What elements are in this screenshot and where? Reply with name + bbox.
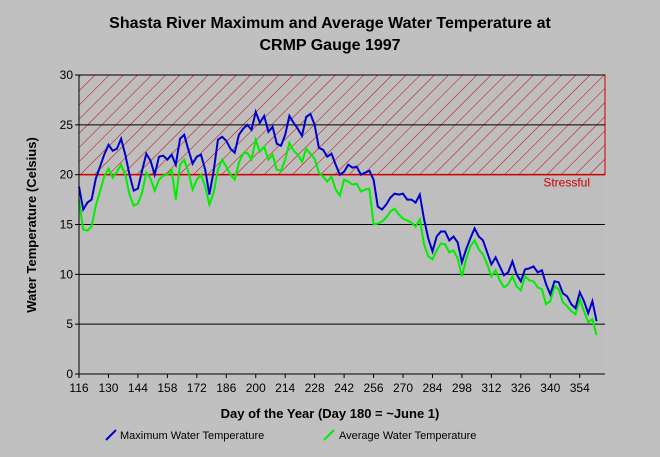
x-tick-label: 242 <box>334 381 354 395</box>
series-line-maximum <box>78 108 598 322</box>
x-tick-label: 312 <box>481 381 501 395</box>
x-tick-label: 340 <box>540 381 560 395</box>
x-tick-label: 158 <box>157 381 177 395</box>
x-tick-label: 298 <box>452 381 472 395</box>
x-tick-label: 354 <box>570 381 590 395</box>
y-tick-label: 20 <box>60 168 74 182</box>
y-tick-label: 15 <box>60 218 74 232</box>
y-tick-label: 25 <box>60 118 74 132</box>
series-line-average <box>78 136 598 336</box>
x-tick-label: 186 <box>216 381 236 395</box>
y-tick-label: 5 <box>66 317 73 331</box>
x-tick-label: 144 <box>128 381 148 395</box>
legend-label-average: Average Water Temperature <box>339 430 476 442</box>
x-tick-label: 200 <box>246 381 266 395</box>
x-tick-label: 172 <box>187 381 207 395</box>
legend-swatch-average <box>323 429 335 441</box>
chart-title-line-1: Shasta River Maximum and Average Water T… <box>109 15 551 32</box>
x-axis-label: Day of the Year (Day 180 = ~June 1) <box>221 406 440 421</box>
y-tick-label: 30 <box>60 68 74 82</box>
x-tick-label: 130 <box>98 381 118 395</box>
legend: Maximum Water Temperature Average Water … <box>105 429 476 442</box>
y-tick-label: 10 <box>60 267 74 281</box>
y-axis-label: Water Temperature (Celsius) <box>24 137 39 313</box>
legend-label-maximum: Maximum Water Temperature <box>120 430 264 442</box>
legend-swatch-maximum <box>105 429 117 441</box>
x-tick-label: 256 <box>364 381 384 395</box>
x-tick-label: 270 <box>393 381 413 395</box>
x-tick-label: 214 <box>275 381 295 395</box>
x-tick-label: 116 <box>69 381 88 395</box>
x-tick-label: 326 <box>511 381 531 395</box>
stressful-label: Stressful <box>543 176 590 190</box>
gridlines <box>79 74 605 325</box>
x-tick-label: 284 <box>422 381 442 395</box>
y-tick-label: 0 <box>66 367 73 381</box>
chart-title-line-2: CRMP Gauge 1997 <box>259 37 400 54</box>
x-tick-label: 228 <box>305 381 325 395</box>
y-tick-labels: 0 5 10 15 20 25 30 <box>60 68 79 381</box>
x-tick-labels: 116 130 144 158 172 186 200 214 228 242 256 270 284 2… <box>69 374 590 395</box>
